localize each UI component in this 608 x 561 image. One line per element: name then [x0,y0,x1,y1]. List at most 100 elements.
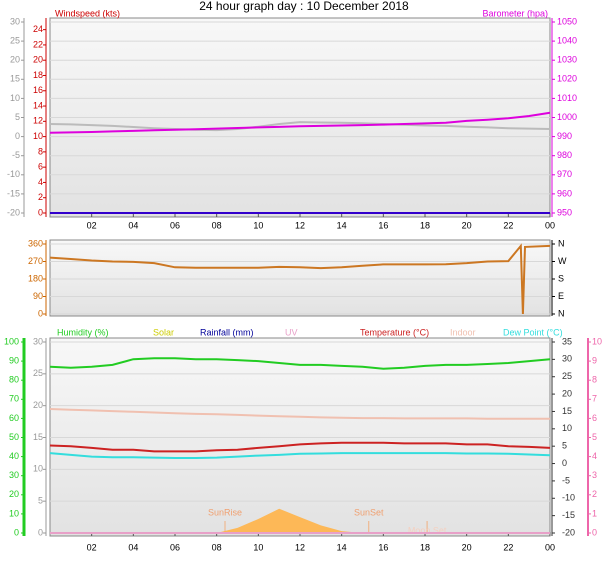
line [49,121,551,132]
y-tick-label: 1030 [557,55,577,65]
y-tick-label: 16 [33,85,43,95]
legend-entry: UV [285,327,298,337]
y-tick-label: 24 [33,24,43,34]
line [49,243,551,315]
y-tick-label: 25 [10,35,20,45]
legend-entry: Indoor [450,327,476,337]
y-tick-label: 0 [38,527,43,537]
y-tick-label: 5 [15,112,20,122]
axis-title: Windspeed (kts) [55,8,120,18]
y-tick-label: 25 [562,371,572,381]
y-tick-label: 35 [562,336,572,346]
x-tick-label: 10 [253,542,263,552]
annotation: Moon Set [408,525,447,535]
y-tick-label: 90 [33,291,43,301]
y-tick-label: 0 [592,527,597,537]
y-tick-label: 9 [592,355,597,365]
y-tick-label: 4 [38,177,43,187]
y-tick-label: 0 [38,207,43,217]
y-tick-label: 0 [15,131,20,141]
y-tick-label: 70 [9,394,19,404]
line [49,408,550,420]
x-tick-label: 02 [87,542,97,552]
y-tick-label: 20 [9,489,19,499]
area [50,508,550,533]
y-tick-label: 30 [10,16,20,26]
x-tick-label: 20 [462,542,472,552]
y-tick-label: 20 [10,55,20,65]
y-tick-label: N [558,308,565,318]
y-tick-label: 60 [9,413,19,423]
y-tick-label: N [558,238,565,248]
x-tick-label: 08 [212,220,222,230]
x-tick-label: 02 [87,220,97,230]
y-tick-label: -5 [12,150,20,160]
y-tick-label: 1050 [557,16,577,26]
y-tick-label: 50 [9,432,19,442]
y-tick-label: 10 [9,508,19,518]
y-tick-label: 2 [38,192,43,202]
y-tick-label: 0 [38,308,43,318]
x-tick-label: 12 [295,542,305,552]
y-tick-label: 15 [562,406,572,416]
y-tick-label: 1010 [557,93,577,103]
x-tick-label: 20 [462,220,472,230]
line [49,441,551,453]
plot-background [49,239,551,317]
legend-entry: Temperature (°C) [360,327,429,337]
line [49,452,551,459]
y-tick-label: 15 [33,432,43,442]
y-tick-label: 22 [33,39,43,49]
y-tick-label: -20 [7,207,20,217]
y-tick-label: 12 [33,116,43,126]
x-tick-label: 00 [545,220,555,230]
y-tick-label: 7 [592,394,597,404]
y-tick-label: -10 [7,169,20,179]
x-tick-label: 06 [170,542,180,552]
x-tick-label: 08 [212,542,222,552]
y-tick-label: -15 [7,188,20,198]
y-tick-label: 6 [38,162,43,172]
axis-title: Barometer (hpa) [482,8,548,18]
y-tick-label: 5 [38,496,43,506]
y-tick-label: 8 [38,146,43,156]
y-tick-label: 20 [33,400,43,410]
y-tick-label: W [558,256,567,266]
y-tick-label: 10 [33,464,43,474]
y-tick-label: 6 [592,413,597,423]
y-tick-label: 5 [562,441,567,451]
y-tick-label: 4 [592,451,597,461]
y-tick-label: 30 [9,470,19,480]
y-tick-label: 360 [28,238,43,248]
y-tick-label: -5 [562,475,570,485]
y-tick-label: 15 [10,74,20,84]
y-tick-label: 25 [33,368,43,378]
y-tick-label: 30 [562,354,572,364]
y-tick-label: 1020 [557,74,577,84]
y-tick-label: 90 [9,355,19,365]
y-tick-label: 1000 [557,112,577,122]
y-tick-label: 18 [33,70,43,80]
x-tick-label: 16 [378,542,388,552]
x-tick-label: 14 [337,220,347,230]
y-tick-label: 20 [562,388,572,398]
x-tick-label: 18 [420,220,430,230]
y-tick-label: 100 [4,336,19,346]
y-tick-label: 180 [28,273,43,283]
legend-entry: Dew Point (°C) [503,327,563,337]
y-tick-label: 980 [557,150,572,160]
y-tick-label: 3 [592,470,597,480]
x-tick-label: 16 [378,220,388,230]
y-tick-label: 270 [28,256,43,266]
y-tick-label: -20 [562,527,575,537]
y-tick-label: 14 [33,100,43,110]
y-tick-label: 1040 [557,35,577,45]
x-tick-label: 00 [545,542,555,552]
y-tick-label: 960 [557,188,572,198]
x-tick-label: 04 [128,542,138,552]
legend-entry: Humidity (%) [57,327,109,337]
y-tick-label: 10 [10,93,20,103]
chart-title: 24 hour graph day : 10 December 2018 [199,0,409,13]
y-tick-label: E [558,291,564,301]
